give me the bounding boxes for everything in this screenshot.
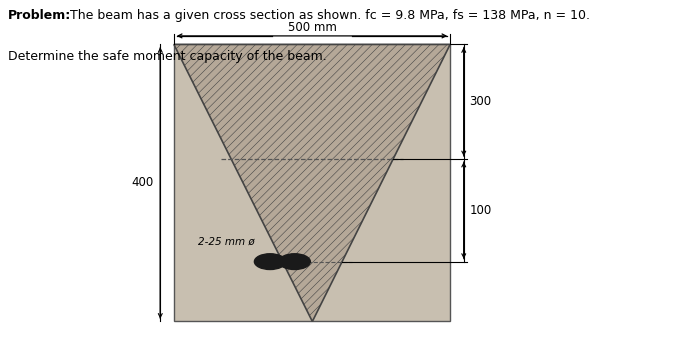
Bar xyxy=(174,44,450,321)
Text: 2-25 mm ø: 2-25 mm ø xyxy=(198,236,254,246)
Circle shape xyxy=(279,254,310,269)
Text: The beam has a given cross section as shown. fc = 9.8 MPa, fs = 138 MPa, n = 10.: The beam has a given cross section as sh… xyxy=(66,9,590,22)
Text: Determine the safe moment capacity of the beam.: Determine the safe moment capacity of th… xyxy=(8,50,327,63)
Text: 400: 400 xyxy=(131,176,153,189)
Circle shape xyxy=(254,254,286,269)
Text: 300: 300 xyxy=(469,95,491,108)
Polygon shape xyxy=(174,44,450,321)
Text: 500 mm: 500 mm xyxy=(288,21,336,34)
Text: 100: 100 xyxy=(469,204,492,217)
Text: Problem:: Problem: xyxy=(8,9,72,22)
